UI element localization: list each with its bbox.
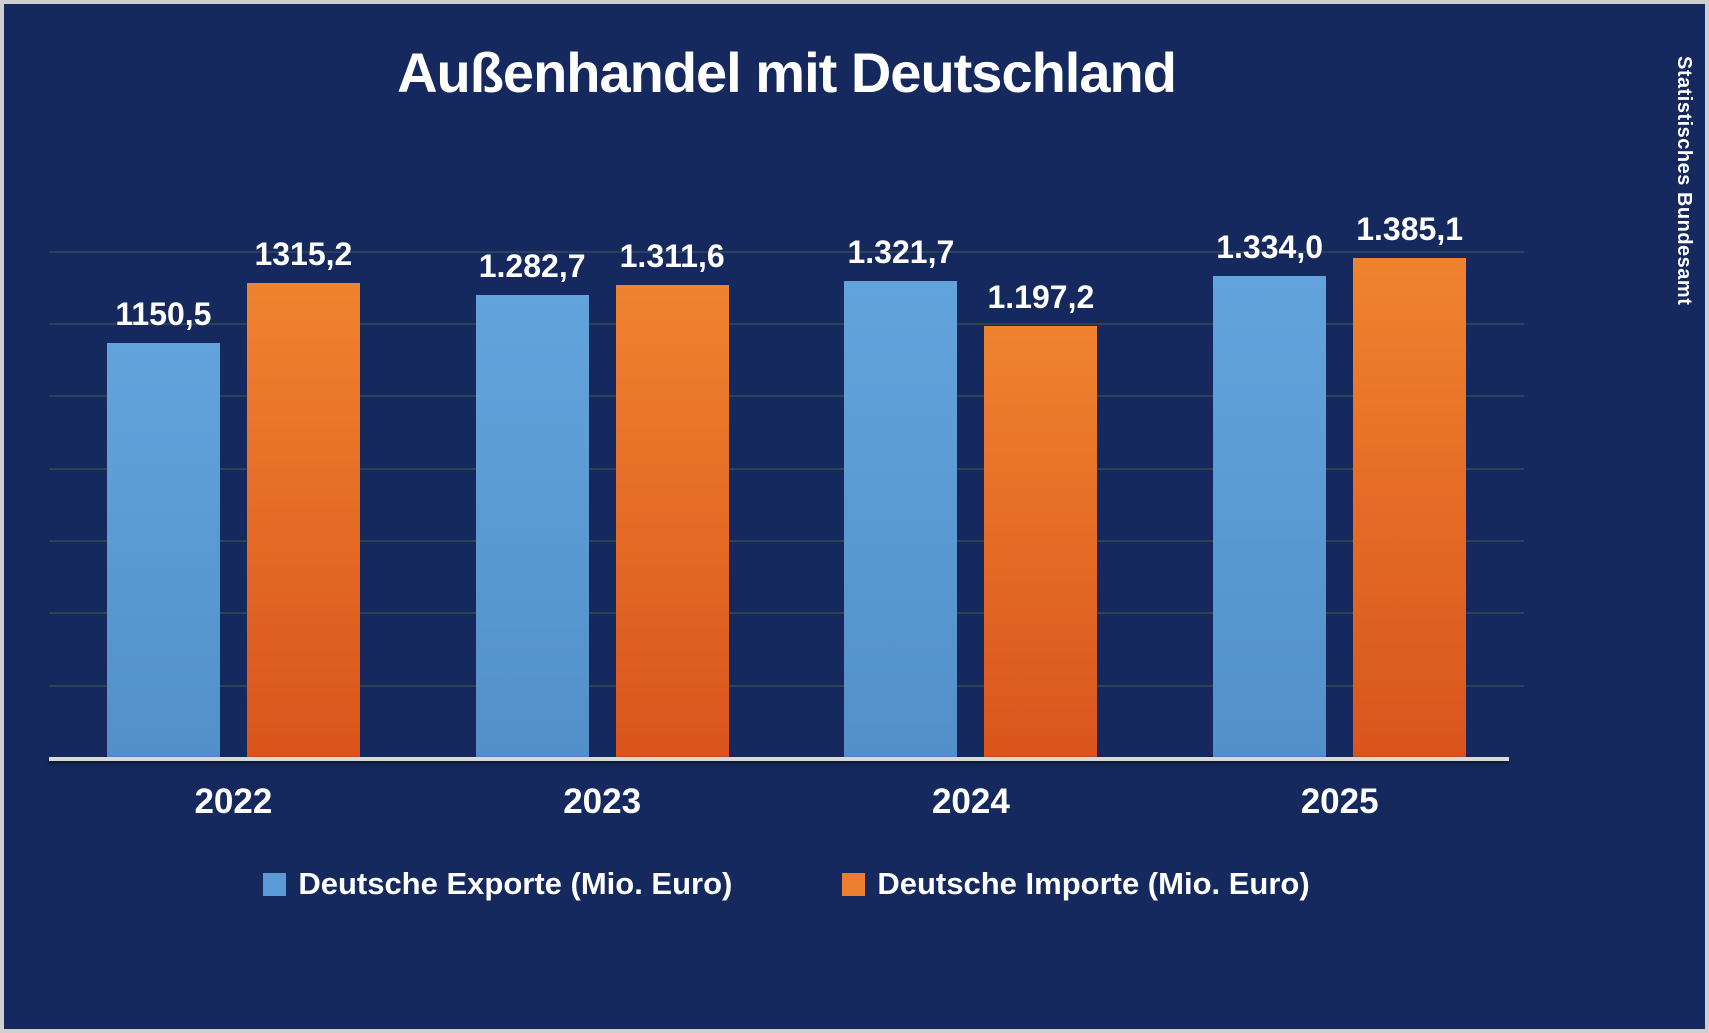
- x-axis-label-2024: 2024: [931, 782, 1010, 821]
- gridline: [49, 467, 1524, 470]
- bar-value-label: 1.282,7: [478, 247, 586, 284]
- bar-column: 1.385,1: [1353, 144, 1467, 759]
- gridline: [49, 539, 1524, 542]
- bar-group-2025: 1.334,0 1.385,1: [1155, 144, 1524, 759]
- bar-value-label: 1.311,6: [619, 237, 725, 274]
- gridline: [49, 684, 1524, 687]
- legend-item-exporte: Deutsche Exporte (Mio. Euro): [263, 866, 732, 902]
- gridline: [49, 612, 1524, 615]
- legend-label-exporte: Deutsche Exporte (Mio. Euro): [298, 866, 733, 901]
- gridline: [49, 395, 1524, 398]
- bar-column: 1315,2: [246, 144, 360, 759]
- bar-importe-2025: [1353, 257, 1467, 759]
- bar-exporte-2022: [106, 342, 220, 759]
- bar-value-label: 1.321,7: [847, 233, 955, 270]
- gridline: [49, 322, 1524, 325]
- legend-item-importe: Deutsche Importe (Mio. Euro): [842, 866, 1310, 902]
- bar-value-label: 1315,2: [254, 236, 353, 273]
- bar-exporte-2023: [475, 294, 589, 759]
- x-axis-labels: 2022 2023 2024 2025: [49, 782, 1524, 822]
- bar-importe-2024: [984, 325, 1098, 759]
- x-axis-label-2022: 2022: [194, 782, 273, 821]
- bar-column: 1.321,7: [844, 144, 958, 759]
- bar-column: 1.282,7: [475, 144, 589, 759]
- bar-column: 1150,5: [106, 144, 220, 759]
- chart-title: Außenhandel mit Deutschland: [397, 41, 1177, 104]
- bar-group-2023: 1.282,7 1.311,6: [418, 144, 787, 759]
- legend-swatch-exporte-icon: [263, 872, 287, 896]
- bar-column: 1.197,2: [984, 144, 1098, 759]
- bars-layer: 1150,5 1315,2 1.282,7 1.311,6 1.321,7 1.197,2…: [49, 144, 1524, 759]
- x-axis-label-2023: 2023: [563, 782, 642, 821]
- bar-importe-2023: [615, 284, 729, 759]
- source-attribution: Statistisches Bundesamt: [1673, 56, 1695, 306]
- plot-area: 1150,5 1315,2 1.282,7 1.311,6 1.321,7 1.197,2…: [49, 144, 1524, 759]
- gridline: [49, 250, 1524, 253]
- legend-label-importe: Deutsche Importe (Mio. Euro): [877, 866, 1310, 901]
- bar-value-label: 1150,5: [115, 295, 212, 332]
- bar-value-label: 1.197,2: [987, 278, 1095, 315]
- bar-column: 1.334,0: [1213, 144, 1327, 759]
- bar-value-label: 1.385,1: [1356, 210, 1463, 247]
- bar-exporte-2025: [1213, 276, 1327, 759]
- bar-exporte-2024: [844, 280, 958, 759]
- legend-swatch-importe-icon: [842, 872, 866, 896]
- legend: Deutsche Exporte (Mio. Euro) Deutsche Im…: [49, 866, 1524, 902]
- bar-group-2024: 1.321,7 1.197,2: [787, 144, 1156, 759]
- bar-importe-2022: [246, 283, 360, 759]
- bar-value-label: 1.334,0: [1216, 229, 1323, 266]
- x-axis-line: [49, 757, 1509, 761]
- bar-group-2022: 1150,5 1315,2: [49, 144, 418, 759]
- bar-column: 1.311,6: [615, 144, 729, 759]
- x-axis-label-2025: 2025: [1300, 782, 1379, 821]
